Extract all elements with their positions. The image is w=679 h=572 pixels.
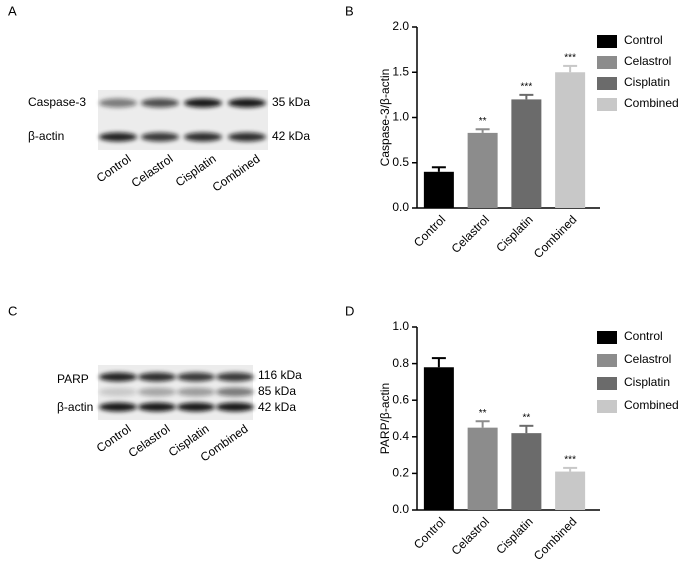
- blot-band: [99, 402, 137, 412]
- blot-lane-label: Celastrol: [129, 152, 176, 191]
- y-tick-label: 2.0: [392, 19, 409, 33]
- blot-band: [177, 372, 215, 382]
- y-tick-label: 0.4: [392, 429, 409, 443]
- blot-band: [228, 132, 266, 142]
- x-tick-label: Combined: [531, 212, 580, 261]
- blot-band: [99, 387, 137, 397]
- legend-swatch: [597, 56, 617, 69]
- blot-band: [138, 372, 176, 382]
- blot-row-label: PARP: [57, 372, 89, 386]
- y-tick-label: 0.5: [392, 155, 409, 169]
- y-tick-label: 1.0: [392, 110, 409, 124]
- x-tick-label: Control: [411, 212, 448, 249]
- y-tick-label: 1.5: [392, 64, 409, 78]
- legend-swatch: [597, 354, 617, 367]
- blot-band: [184, 98, 222, 108]
- bar: [555, 72, 586, 208]
- bar: [423, 367, 454, 510]
- blot-size-label: 42 kDa: [258, 400, 296, 414]
- y-tick-label: 0.0: [392, 200, 409, 214]
- y-axis-label: PARP/β-actin: [378, 383, 392, 454]
- y-axis-label: Caspase-3/β-actin: [378, 69, 392, 167]
- blot-lane-label: Combined: [210, 152, 263, 195]
- panel-label: A: [8, 3, 17, 18]
- legend-swatch: [597, 35, 617, 48]
- blot-band: [141, 98, 179, 108]
- x-tick-label: Cisplatin: [493, 514, 535, 556]
- legend-label: Cisplatin: [624, 75, 670, 89]
- panel-label: D: [345, 303, 354, 318]
- x-tick-label: Celastrol: [449, 514, 492, 557]
- legend-label: Control: [624, 33, 663, 47]
- blot-size-label: 116 kDa: [258, 368, 302, 382]
- legend-swatch: [597, 400, 617, 413]
- blot-size-label: 85 kDa: [258, 384, 296, 398]
- x-tick-label: Celastrol: [449, 212, 492, 255]
- bar: [423, 171, 454, 208]
- y-tick-label: 0.8: [392, 356, 409, 370]
- blot-row-label: β-actin: [57, 400, 93, 414]
- blot-band: [141, 132, 179, 142]
- bar: [467, 427, 498, 510]
- blot-size-label: 35 kDa: [272, 95, 310, 109]
- blot-band: [184, 132, 222, 142]
- legend-swatch: [597, 98, 617, 111]
- significance: ***: [564, 53, 576, 64]
- bar: [511, 433, 542, 510]
- legend-swatch: [597, 331, 617, 344]
- blot-band: [99, 372, 137, 382]
- bar: [511, 99, 542, 208]
- y-tick-label: 0.0: [392, 502, 409, 516]
- significance: **: [479, 116, 487, 127]
- blot-band: [216, 387, 254, 397]
- significance: ***: [521, 82, 533, 93]
- bar: [467, 132, 498, 208]
- legend-label: Celastrol: [624, 352, 671, 366]
- significance: ***: [564, 455, 576, 466]
- blot-band: [216, 402, 254, 412]
- blot-band: [99, 132, 137, 142]
- blot-band: [138, 402, 176, 412]
- blot-lane-label: Celastrol: [126, 422, 173, 461]
- blot-band: [228, 98, 266, 108]
- legend-label: Combined: [624, 398, 679, 412]
- x-tick-label: Cisplatin: [493, 212, 535, 254]
- legend-label: Cisplatin: [624, 375, 670, 389]
- blot-band: [216, 372, 254, 382]
- blot-band: [177, 387, 215, 397]
- blot-band: [177, 402, 215, 412]
- legend-swatch: [597, 77, 617, 90]
- blot-row-label: β-actin: [28, 129, 64, 143]
- blot-lane-label: Control: [94, 152, 134, 186]
- blot-size-label: 42 kDa: [272, 129, 310, 143]
- panel-label: B: [345, 3, 354, 18]
- blot-row-label: Caspase-3: [28, 95, 86, 109]
- significance: **: [479, 408, 487, 419]
- significance: **: [522, 412, 530, 423]
- panel-label: C: [8, 303, 17, 318]
- legend-swatch: [597, 377, 617, 390]
- x-tick-label: Control: [411, 514, 448, 551]
- x-tick-label: Combined: [531, 514, 580, 563]
- legend-label: Control: [624, 329, 663, 343]
- bar: [555, 471, 586, 510]
- legend-label: Celastrol: [624, 54, 671, 68]
- blot-band: [138, 387, 176, 397]
- y-tick-label: 0.6: [392, 392, 409, 406]
- legend-label: Combined: [624, 96, 679, 110]
- y-tick-label: 0.2: [392, 466, 409, 480]
- blot-band: [99, 98, 137, 108]
- y-tick-label: 1.0: [392, 319, 409, 333]
